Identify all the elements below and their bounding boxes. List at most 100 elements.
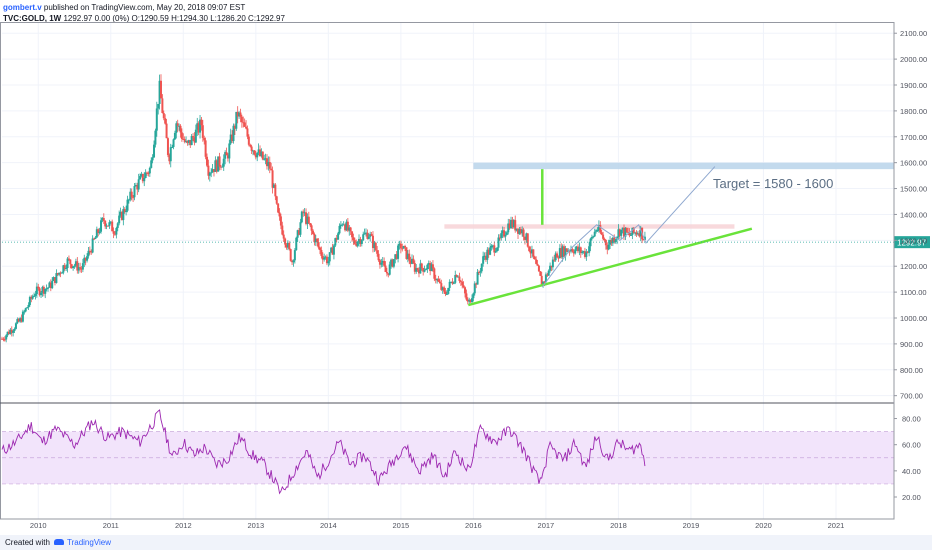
candle-body xyxy=(477,271,480,273)
candle-body xyxy=(104,220,107,227)
candle-body xyxy=(583,251,586,257)
candle-body xyxy=(79,267,82,269)
candle-body xyxy=(70,264,73,269)
candle-body xyxy=(52,277,55,281)
candle-body xyxy=(204,140,207,157)
candle-body xyxy=(429,263,432,272)
candle-body xyxy=(356,241,359,246)
candle-body xyxy=(328,252,331,262)
candle-body xyxy=(489,247,492,255)
symbol-line: TVC:GOLD, 1W 1292.97 0.00 (0%) O:1290.59… xyxy=(3,13,285,24)
candle-body xyxy=(510,219,513,229)
candle-body xyxy=(164,118,167,124)
candle-body xyxy=(24,308,27,312)
symbol-label[interactable]: TVC:GOLD, 1W xyxy=(3,14,62,23)
projection-path xyxy=(541,166,716,288)
candle-body xyxy=(173,132,176,140)
candle-body xyxy=(150,160,153,168)
price-tick-label: 1400.00 xyxy=(900,210,927,219)
candle-body xyxy=(387,273,390,275)
candle-body xyxy=(65,268,68,270)
candle-body xyxy=(221,166,224,168)
candle-body xyxy=(620,229,623,236)
candle-body xyxy=(437,279,440,282)
candle-body xyxy=(196,123,199,130)
candle-body xyxy=(12,330,15,333)
candle-body xyxy=(203,137,206,141)
candle-body xyxy=(313,233,316,243)
candle-body xyxy=(415,268,418,272)
candle-body xyxy=(424,269,427,271)
drawings: 1292.97 xyxy=(2,166,930,307)
chart-area[interactable]: 1292.97 700.00 800.00 900.00 1000.00 1100.00… xyxy=(0,22,932,535)
candle-body xyxy=(337,233,340,240)
candle-body xyxy=(130,191,133,198)
candle-body xyxy=(417,269,420,274)
candle-body xyxy=(288,242,291,250)
candle-body xyxy=(579,247,582,254)
candle-body xyxy=(28,297,31,305)
candle-body xyxy=(86,256,89,261)
target-annotation[interactable]: Target = 1580 - 1600 xyxy=(713,176,833,191)
candle-body xyxy=(517,228,520,234)
candle-body xyxy=(102,218,105,221)
candle-body xyxy=(327,261,330,264)
candle-body xyxy=(342,224,345,226)
candle-body xyxy=(48,282,51,288)
candle-body xyxy=(14,323,17,329)
price-tick-label: 1500.00 xyxy=(900,185,927,194)
candle-body xyxy=(558,248,561,259)
candle-body xyxy=(136,185,139,190)
candle-body xyxy=(452,282,455,284)
candle-body xyxy=(482,256,485,264)
candle-body xyxy=(212,169,215,172)
candle-body xyxy=(119,211,122,216)
candle-body xyxy=(378,260,381,265)
rsi-tick-label: 80.00 xyxy=(902,415,921,424)
tradingview-brand: TradingView xyxy=(67,538,112,547)
candle-body xyxy=(250,146,253,151)
candle-body xyxy=(339,224,342,226)
candle-body xyxy=(500,233,503,238)
candle-body xyxy=(264,158,267,160)
candle-body xyxy=(228,143,231,159)
candle-body xyxy=(487,249,490,255)
axes: 700.00 800.00 900.00 1000.00 1100.00 1200.00 1… xyxy=(0,22,927,530)
candle-body xyxy=(211,169,214,173)
price-tick-label: 1600.00 xyxy=(900,159,927,168)
candle-body xyxy=(13,328,16,331)
time-tick-label: 2012 xyxy=(175,521,192,530)
author-link[interactable]: gombert.v xyxy=(3,3,42,12)
candle-body xyxy=(120,211,123,220)
candle-body xyxy=(395,254,398,259)
time-tick-label: 2010 xyxy=(30,521,47,530)
candle-body xyxy=(416,268,419,270)
candle-body xyxy=(359,238,362,244)
candle-body xyxy=(599,225,602,233)
candle-body xyxy=(34,294,37,296)
candle-body xyxy=(162,113,165,119)
candle-body xyxy=(197,123,200,133)
candle-body xyxy=(390,259,393,265)
candle-body xyxy=(111,221,114,232)
candle-body xyxy=(249,144,252,147)
candle-body xyxy=(193,137,196,143)
tradingview-logo[interactable]: TradingView xyxy=(54,535,111,550)
candle-body xyxy=(448,281,451,288)
candle-body xyxy=(426,264,429,270)
candle-body xyxy=(3,339,6,341)
candle-body xyxy=(498,237,501,239)
candle-body xyxy=(189,140,192,146)
price-tick-label: 1800.00 xyxy=(900,107,927,116)
candle-body xyxy=(377,253,380,261)
candle-body xyxy=(624,227,627,237)
candle-body xyxy=(574,249,577,254)
created-with-label: Created with xyxy=(5,538,50,547)
candle-body xyxy=(405,247,408,259)
candle-body xyxy=(597,225,600,231)
candle-body xyxy=(525,233,528,240)
candle-body xyxy=(469,299,472,303)
candle-body xyxy=(199,119,202,133)
candle-body xyxy=(180,132,183,139)
candle-body xyxy=(324,256,327,258)
